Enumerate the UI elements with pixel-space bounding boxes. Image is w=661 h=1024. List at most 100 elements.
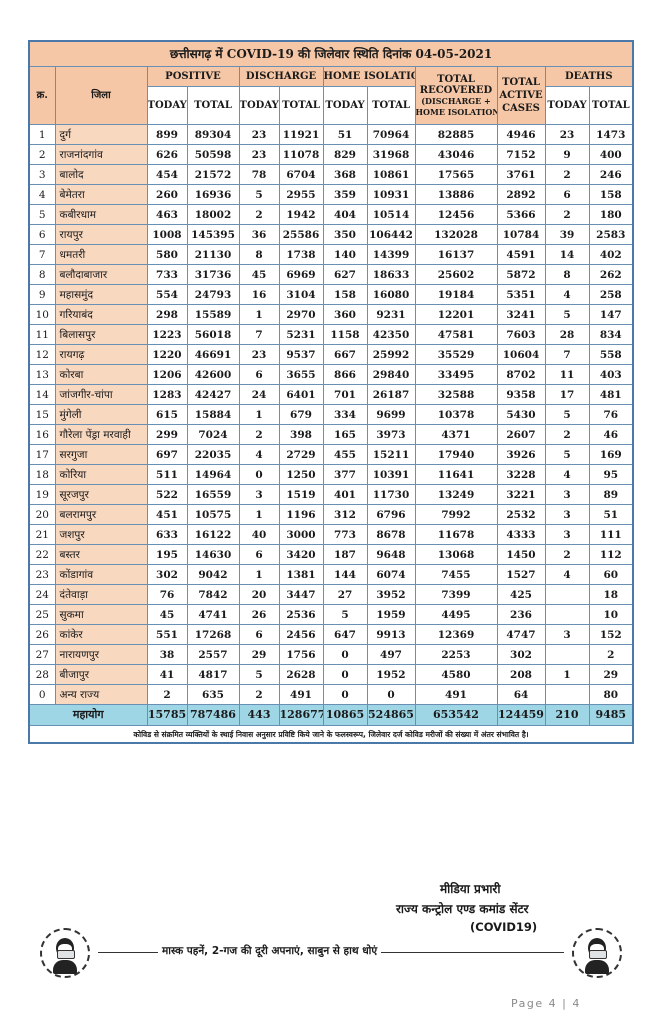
table-row: 1 दुर्ग 899 89304 23 11921 51 70964 82885 4946 23 1… <box>28 124 634 145</box>
row-district: सूरजपुर <box>54 484 148 505</box>
row-serial: 6 <box>28 224 56 245</box>
row-serial: 25 <box>28 604 56 625</box>
row-value: 1 <box>544 664 590 685</box>
row-value: 258 <box>588 284 634 305</box>
row-value: 425 <box>496 584 546 605</box>
table-row: 27 नारायणपुर 38 2557 29 1756 0 497 2253 302 2 <box>28 644 634 665</box>
row-value: 7399 <box>414 584 498 605</box>
row-value: 11 <box>544 364 590 385</box>
row-value: 2 <box>146 684 188 705</box>
row-value: 262 <box>588 264 634 285</box>
row-value: 1220 <box>146 344 188 365</box>
header-positive: POSITIVE <box>146 66 240 87</box>
row-value: 773 <box>322 524 368 545</box>
row-value: 17268 <box>186 624 240 645</box>
table-row: 23 कोंडागांव 302 9042 1 1381 144 6074 7455 1527 4 6… <box>28 564 634 585</box>
banner-message: मास्क पहनें, 2-गज की दूरी अपनाएं, साबुन … <box>158 944 382 958</box>
row-value: 9358 <box>496 384 546 405</box>
row-value: 4371 <box>414 424 498 445</box>
row-value: 377 <box>322 464 368 485</box>
row-district: सुकमा <box>54 604 148 625</box>
row-value: 12369 <box>414 624 498 645</box>
row-value: 6074 <box>366 564 416 585</box>
row-serial: 14 <box>28 384 56 405</box>
grand-total-cell: 15785 <box>146 704 188 726</box>
row-value: 4 <box>544 464 590 485</box>
row-value: 6401 <box>278 384 324 405</box>
grand-total-row: महायोग 15785 787486 443 128677 10865 524… <box>28 704 634 726</box>
row-value: 3104 <box>278 284 324 305</box>
row-value: 23 <box>238 144 280 165</box>
row-value: 7024 <box>186 424 240 445</box>
row-value: 5 <box>544 404 590 425</box>
row-value: 12456 <box>414 204 498 225</box>
row-value: 401 <box>322 484 368 505</box>
row-serial: 8 <box>28 264 56 285</box>
row-value: 10861 <box>366 164 416 185</box>
row-value: 834 <box>588 324 634 345</box>
row-value: 1519 <box>278 484 324 505</box>
row-value: 132028 <box>414 224 498 245</box>
row-value: 6 <box>544 184 590 205</box>
row-value: 10784 <box>496 224 546 245</box>
table-row: 28 बीजापुर 41 4817 5 2628 0 1952 4580 208 1 29 <box>28 664 634 685</box>
signature-office: राज्य कन्ट्रोल एण्ड कमांड सेंटर <box>396 902 529 916</box>
row-value: 16559 <box>186 484 240 505</box>
header-positive-total: TOTAL <box>186 86 240 125</box>
row-value: 1473 <box>588 124 634 145</box>
row-value: 2583 <box>588 224 634 245</box>
row-value: 5430 <box>496 404 546 425</box>
row-value: 1008 <box>146 224 188 245</box>
row-value: 1450 <box>496 544 546 565</box>
row-value: 17 <box>544 384 590 405</box>
row-serial: 1 <box>28 124 56 145</box>
row-value: 13249 <box>414 484 498 505</box>
row-value: 14 <box>544 244 590 265</box>
row-value <box>544 644 590 665</box>
row-value: 147 <box>588 304 634 325</box>
row-value: 3241 <box>496 304 546 325</box>
row-value: 13068 <box>414 544 498 565</box>
row-value: 302 <box>146 564 188 585</box>
row-value: 9699 <box>366 404 416 425</box>
row-value: 89 <box>588 484 634 505</box>
row-value: 3952 <box>366 584 416 605</box>
row-value: 0 <box>238 464 280 485</box>
row-value: 15211 <box>366 444 416 465</box>
header-deaths-today: TODAY <box>544 86 590 125</box>
table-row: 12 रायगढ़ 1220 46691 23 9537 667 25992 35529 1060… <box>28 344 634 365</box>
row-value: 25586 <box>278 224 324 245</box>
row-value: 260 <box>146 184 188 205</box>
row-value: 187 <box>322 544 368 565</box>
row-value: 522 <box>146 484 188 505</box>
header-active-line2: ACTIVE <box>499 90 543 101</box>
row-value: 5231 <box>278 324 324 345</box>
row-district: सरगुजा <box>54 444 148 465</box>
row-serial: 19 <box>28 484 56 505</box>
header-home-total: TOTAL <box>366 86 416 125</box>
row-value: 70964 <box>366 124 416 145</box>
signature-unit: (COVID19) <box>470 920 538 934</box>
header-district: जिला <box>54 66 148 125</box>
row-value: 0 <box>322 664 368 685</box>
table-row: 10 गरियाबंद 298 15589 1 2970 360 9231 12201 3241 5… <box>28 304 634 325</box>
row-value: 31736 <box>186 264 240 285</box>
grand-total-cell: 210 <box>544 704 590 726</box>
row-value: 4495 <box>414 604 498 625</box>
row-value: 13886 <box>414 184 498 205</box>
row-value: 9 <box>544 144 590 165</box>
row-value: 25992 <box>366 344 416 365</box>
row-value: 7 <box>544 344 590 365</box>
row-serial: 26 <box>28 624 56 645</box>
table-row: 14 जांजगीर-चांपा 1283 42427 24 6401 701 26187 32… <box>28 384 634 405</box>
table-row: 4 बेमेतरा 260 16936 5 2955 359 10931 13886 2892 6 1… <box>28 184 634 205</box>
row-value: 208 <box>496 664 546 685</box>
row-value: 12201 <box>414 304 498 325</box>
row-serial: 22 <box>28 544 56 565</box>
header-discharge-total: TOTAL <box>278 86 324 125</box>
row-value: 111 <box>588 524 634 545</box>
row-value: 312 <box>322 504 368 525</box>
page-number: Page 4 | 4 <box>511 997 581 1010</box>
row-value: 9648 <box>366 544 416 565</box>
row-value: 16 <box>238 284 280 305</box>
